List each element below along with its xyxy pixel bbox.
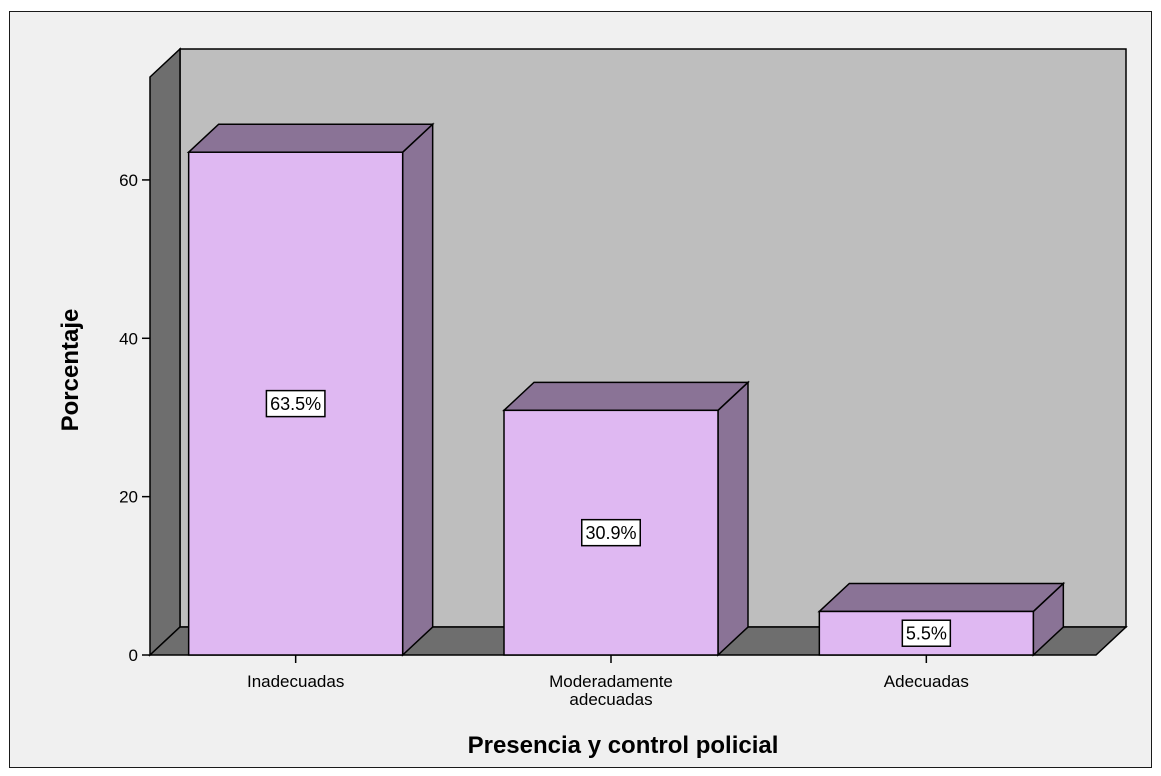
data-label-text: 30.9% <box>585 523 636 543</box>
bar-side <box>401 122 434 657</box>
data-label-text: 5.5% <box>906 624 947 644</box>
y-axis-title: Porcentaje <box>57 309 84 432</box>
bar: 5.5% <box>817 581 1066 657</box>
data-label: 5.5% <box>901 619 952 647</box>
x-tick-label: Moderadamente <box>549 672 673 691</box>
x-tick-label: adecuadas <box>569 690 652 709</box>
y-tick-label: 0 <box>129 646 138 665</box>
y-tick-label: 60 <box>119 171 138 190</box>
bar-side <box>717 380 749 657</box>
data-label-box <box>901 619 952 647</box>
bar-top <box>502 381 750 412</box>
bars: 63.5% 30.9% 5.5% <box>186 122 1066 657</box>
side-wall <box>149 47 181 657</box>
data-label: 30.9% <box>581 518 641 547</box>
bar-top <box>817 582 1066 613</box>
y-tick-label: 20 <box>119 488 138 507</box>
y-axis: 0 20 40 60 <box>119 171 150 665</box>
data-label: 63.5% <box>265 389 326 418</box>
x-tick-label: Adecuadas <box>884 672 969 691</box>
bar: 63.5% <box>186 122 435 657</box>
x-tick-label: Inadecuadas <box>247 672 344 691</box>
bar-top <box>186 123 435 153</box>
bar: 30.9% <box>502 380 750 657</box>
data-label-text: 63.5% <box>270 394 321 414</box>
data-label-box <box>265 389 326 418</box>
data-label-box <box>581 518 641 547</box>
x-axis-title: Presencia y control policial <box>468 732 779 759</box>
y-tick-label: 40 <box>119 329 138 348</box>
